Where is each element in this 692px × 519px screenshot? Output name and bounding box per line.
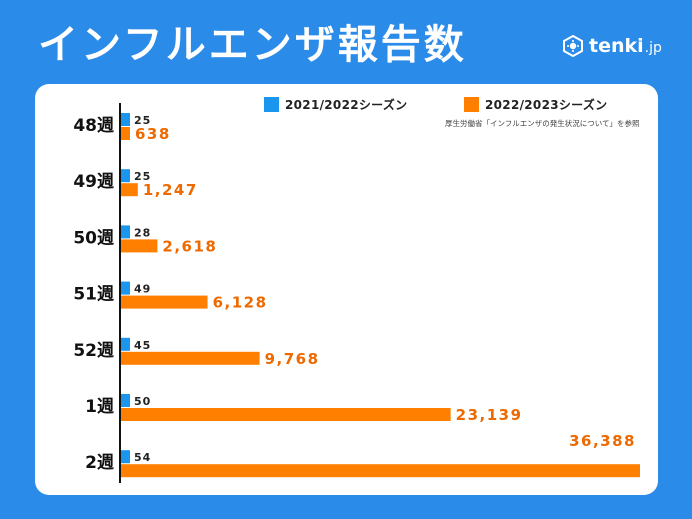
bar-2022 [120, 464, 640, 478]
category-label: 49週 [73, 172, 114, 192]
brand-name: tenki [589, 35, 644, 57]
legend-label-2022: 2022/2023シーズン [485, 98, 608, 112]
brand-suffix: .jp [644, 39, 662, 56]
category-label: 2週 [85, 453, 114, 473]
data-label-2021: 54 [134, 451, 151, 464]
bar-2022 [120, 295, 208, 309]
bar-2021 [120, 281, 130, 295]
bar-2021 [120, 225, 130, 239]
legend-swatch-2021 [264, 97, 279, 112]
page-title: インフルエンザ報告数 [38, 22, 467, 68]
source-note: 厚生労働省「インフルエンザの発生状況について」を参照 [445, 119, 640, 128]
data-label-2022: 638 [135, 125, 171, 143]
legend-swatch-2022 [464, 97, 479, 112]
data-label-2021: 28 [134, 226, 151, 239]
data-label-2021: 25 [134, 170, 151, 183]
legend-item-2021: 2021/2022シーズン [264, 96, 407, 113]
bar-2022 [120, 127, 130, 140]
category-label: 50週 [73, 228, 114, 248]
category-label: 1週 [85, 397, 114, 417]
bar-2021 [120, 450, 130, 464]
data-label-2021: 50 [134, 395, 151, 408]
category-label: 52週 [73, 341, 114, 361]
sun-cube-icon [563, 35, 583, 57]
data-label-2022: 6,128 [213, 294, 268, 312]
data-label-2021: 49 [134, 283, 151, 296]
bar-2022 [120, 239, 158, 253]
bar-2022 [120, 351, 260, 365]
data-label-2022: 1,247 [143, 181, 198, 199]
legend-item-2022: 2022/2023シーズン [464, 96, 607, 113]
legend-label-2021: 2021/2022シーズン [285, 98, 408, 112]
chart-panel [35, 84, 658, 495]
bar-2021 [120, 113, 130, 126]
bar-2021 [120, 394, 130, 407]
data-label-2022: 2,618 [162, 237, 217, 255]
category-label: 51週 [73, 285, 114, 305]
brand-logo: tenki .jp [562, 33, 662, 59]
data-label-2022: 9,768 [265, 350, 320, 368]
bar-2021 [120, 169, 130, 183]
category-label: 48週 [73, 116, 114, 136]
data-label-2022: 36,388 [569, 432, 636, 450]
bar-2021 [120, 337, 130, 351]
data-label-2021: 25 [134, 114, 151, 127]
bar-2022 [120, 408, 451, 421]
data-label-2022: 23,139 [456, 406, 523, 424]
data-label-2021: 45 [134, 339, 151, 352]
bar-2022 [120, 183, 138, 197]
